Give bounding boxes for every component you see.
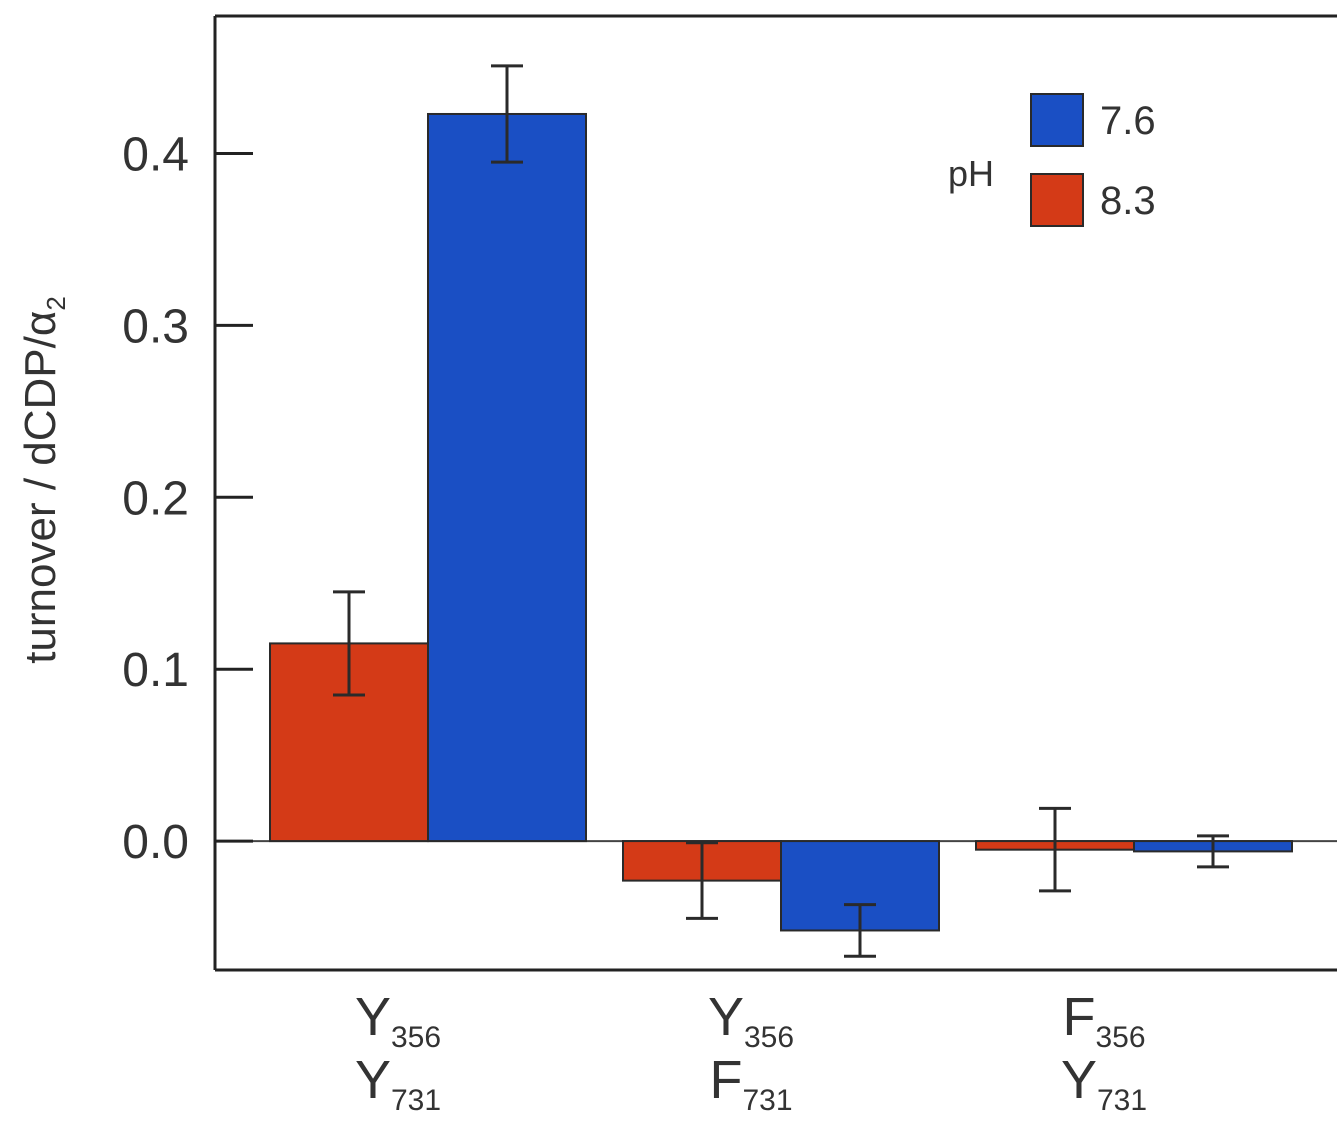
category-subscript: 731 bbox=[1097, 1084, 1147, 1117]
y-tick-label: 0.0 bbox=[122, 816, 189, 869]
y-tick-label: 0.1 bbox=[122, 644, 189, 697]
category-letter: Y bbox=[1061, 1050, 1097, 1110]
category-letter: F bbox=[1062, 987, 1095, 1047]
legend-label: 7.6 bbox=[1100, 99, 1156, 143]
y-tick-label: 0.4 bbox=[122, 129, 189, 182]
legend: pH 7.6 8.3 bbox=[948, 93, 1156, 227]
category-subscript: 356 bbox=[391, 1021, 441, 1054]
y-axis-label-text: turnover / dCDP/α bbox=[16, 311, 65, 664]
bars-layer bbox=[269, 112, 1293, 932]
category-label: F731 bbox=[709, 1050, 792, 1117]
category-letter: Y bbox=[708, 987, 744, 1047]
category-label: Y731 bbox=[1061, 1050, 1147, 1117]
legend-title: pH bbox=[948, 153, 994, 194]
y-axis-label-subscript: 2 bbox=[41, 296, 71, 310]
category-subscript: 356 bbox=[744, 1021, 794, 1054]
y-tick-label: 0.2 bbox=[122, 472, 189, 525]
y-tick-label: 0.3 bbox=[122, 300, 189, 353]
y-axis-label-group: turnover / dCDP/α2 bbox=[16, 296, 71, 664]
category-subscript: 731 bbox=[742, 1084, 792, 1117]
category-label: Y356 bbox=[355, 987, 441, 1054]
category-letter: Y bbox=[355, 1050, 391, 1110]
category-label: Y356 bbox=[708, 987, 794, 1054]
error-bars-layer bbox=[333, 64, 1229, 958]
y-ticks-layer: 0.4 0.3 0.2 0.1 0.0 bbox=[122, 129, 253, 869]
category-label: Y731 bbox=[355, 1050, 441, 1117]
bar bbox=[427, 112, 587, 843]
category-letter: Y bbox=[355, 987, 391, 1047]
y-axis-label: turnover / dCDP/α2 bbox=[16, 296, 71, 664]
category-label: F356 bbox=[1062, 987, 1145, 1054]
legend-label: 8.3 bbox=[1100, 179, 1156, 223]
legend-swatch bbox=[1030, 173, 1084, 227]
category-subscript: 356 bbox=[1095, 1021, 1145, 1054]
category-subscript: 731 bbox=[391, 1084, 441, 1117]
category-letter: F bbox=[709, 1050, 742, 1110]
legend-swatch bbox=[1030, 93, 1084, 147]
